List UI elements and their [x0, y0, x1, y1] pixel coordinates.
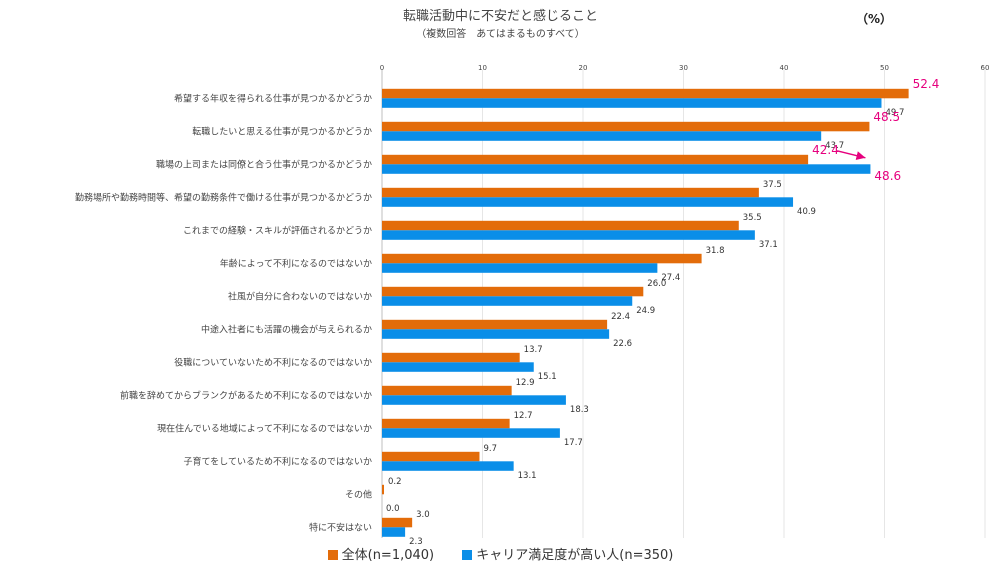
category-label: 勤務場所や勤務時間等、希望の勤務条件で働ける仕事が見つかるかどうか [75, 191, 372, 203]
bar-high-satisfaction [382, 428, 560, 438]
bar-high-satisfaction [382, 296, 633, 306]
category-label: 特に不安はない [309, 521, 372, 533]
category-label: 前職を辞めてからブランクがあるため不利になるのではないか [120, 389, 372, 401]
bar-overall [382, 220, 739, 231]
category-label: 年齢によって不利になるのではないか [220, 257, 372, 269]
bar-overall [382, 418, 510, 429]
bar-high-satisfaction [382, 263, 658, 273]
x-tick-label: 50 [880, 64, 889, 72]
category-label: これまでの経験・スキルが評価されるかどうか [183, 224, 372, 236]
legend-label-high-satisfaction: キャリア満足度が高い人(n=350) [476, 548, 674, 563]
legend-swatch-overall [327, 550, 338, 560]
value-label: 2.3 [409, 537, 423, 547]
bar-overall [382, 88, 909, 99]
bar-high-satisfaction [382, 461, 514, 471]
x-tick-label: 10 [478, 64, 487, 72]
value-label: 9.7 [483, 444, 497, 454]
value-label: 43.7 [825, 141, 844, 151]
value-label: 35.5 [743, 213, 762, 223]
value-label: 37.5 [763, 180, 782, 190]
x-tick-label: 0 [380, 64, 384, 72]
category-label: 転職したいと思える仕事が見つかるかどうか [192, 125, 372, 137]
legend-item-high-satisfaction: キャリア満足度が高い人(n=350) [462, 544, 673, 563]
legend: 全体(n=1,040) キャリア満足度が高い人(n=350) [0, 544, 1001, 563]
category-label: 役職についていないため不利になるのではないか [174, 356, 372, 368]
value-label: 15.1 [538, 372, 557, 382]
bar-overall [382, 121, 870, 132]
highlight-value-label: 42.4 [812, 143, 839, 157]
x-tick-label: 60 [981, 64, 990, 72]
value-label: 40.9 [797, 207, 816, 217]
bar-overall [382, 154, 809, 165]
category-label: その他 [345, 488, 372, 500]
value-label: 12.7 [514, 411, 533, 421]
bar-overall [382, 319, 608, 330]
bar-overall [382, 352, 520, 363]
category-label: 現在住んでいる地域によって不利になるのではないか [157, 422, 372, 434]
bar-overall [382, 187, 759, 198]
value-label: 12.9 [516, 378, 535, 388]
bar-high-satisfaction [382, 164, 871, 174]
bar-overall [382, 517, 413, 528]
bar-high-satisfaction [382, 527, 406, 537]
bar-overall [382, 451, 480, 462]
value-label: 3.0 [416, 510, 430, 520]
highlight-value-label: 52.4 [913, 77, 940, 91]
value-label: 0.2 [388, 477, 402, 487]
value-label: 18.3 [570, 405, 589, 415]
value-label: 22.6 [613, 339, 632, 349]
bar-overall [382, 385, 512, 396]
value-label: 37.1 [759, 240, 778, 250]
bar-overall [382, 484, 385, 495]
value-label: 22.4 [611, 312, 630, 322]
highlight-value-label: 48.5 [873, 110, 900, 124]
value-label: 27.4 [661, 273, 680, 283]
category-label: 社風が自分に合わないのではないか [228, 290, 372, 302]
legend-item-overall: 全体(n=1,040) [327, 544, 435, 563]
bar-overall [382, 253, 702, 264]
value-label: 13.7 [524, 345, 543, 355]
legend-swatch-high-satisfaction [462, 550, 473, 560]
category-label: 子育てをしているため不利になるのではないか [183, 455, 372, 467]
bar-high-satisfaction [382, 197, 794, 207]
value-label: 49.7 [885, 108, 904, 118]
bar-overall [382, 286, 644, 297]
value-label: 26.0 [647, 279, 666, 289]
highlight-value-label: 48.6 [874, 169, 901, 183]
bar-high-satisfaction [382, 329, 610, 339]
x-tick-label: 40 [780, 64, 789, 72]
bar-high-satisfaction [382, 362, 534, 372]
value-label: 13.1 [518, 471, 537, 481]
value-label: 17.7 [564, 438, 583, 448]
value-label: 31.8 [706, 246, 725, 256]
chart-title: 転職活動中に不安だと感じること [402, 9, 598, 24]
bar-high-satisfaction [382, 230, 755, 240]
bar-high-satisfaction [382, 131, 822, 141]
legend-label-overall: 全体(n=1,040) [341, 548, 435, 563]
value-label: 0.0 [386, 504, 400, 514]
value-label: 24.9 [636, 306, 655, 316]
highlight-arrow [836, 150, 866, 161]
chart-subtitle: （複数回答 あてはまるものすべて） [416, 29, 585, 40]
category-label: 職場の上司または同僚と合う仕事が見つかるかどうか [156, 158, 372, 170]
unit-label: （%） [856, 12, 893, 26]
category-label: 希望する年収を得られる仕事が見つかるかどうか [174, 92, 372, 104]
x-tick-label: 30 [679, 64, 688, 72]
bar-high-satisfaction [382, 395, 566, 405]
x-tick-label: 20 [579, 64, 588, 72]
category-label: 中途入社者にも活躍の機会が与えられるか [201, 323, 372, 335]
bar-high-satisfaction [382, 98, 882, 108]
